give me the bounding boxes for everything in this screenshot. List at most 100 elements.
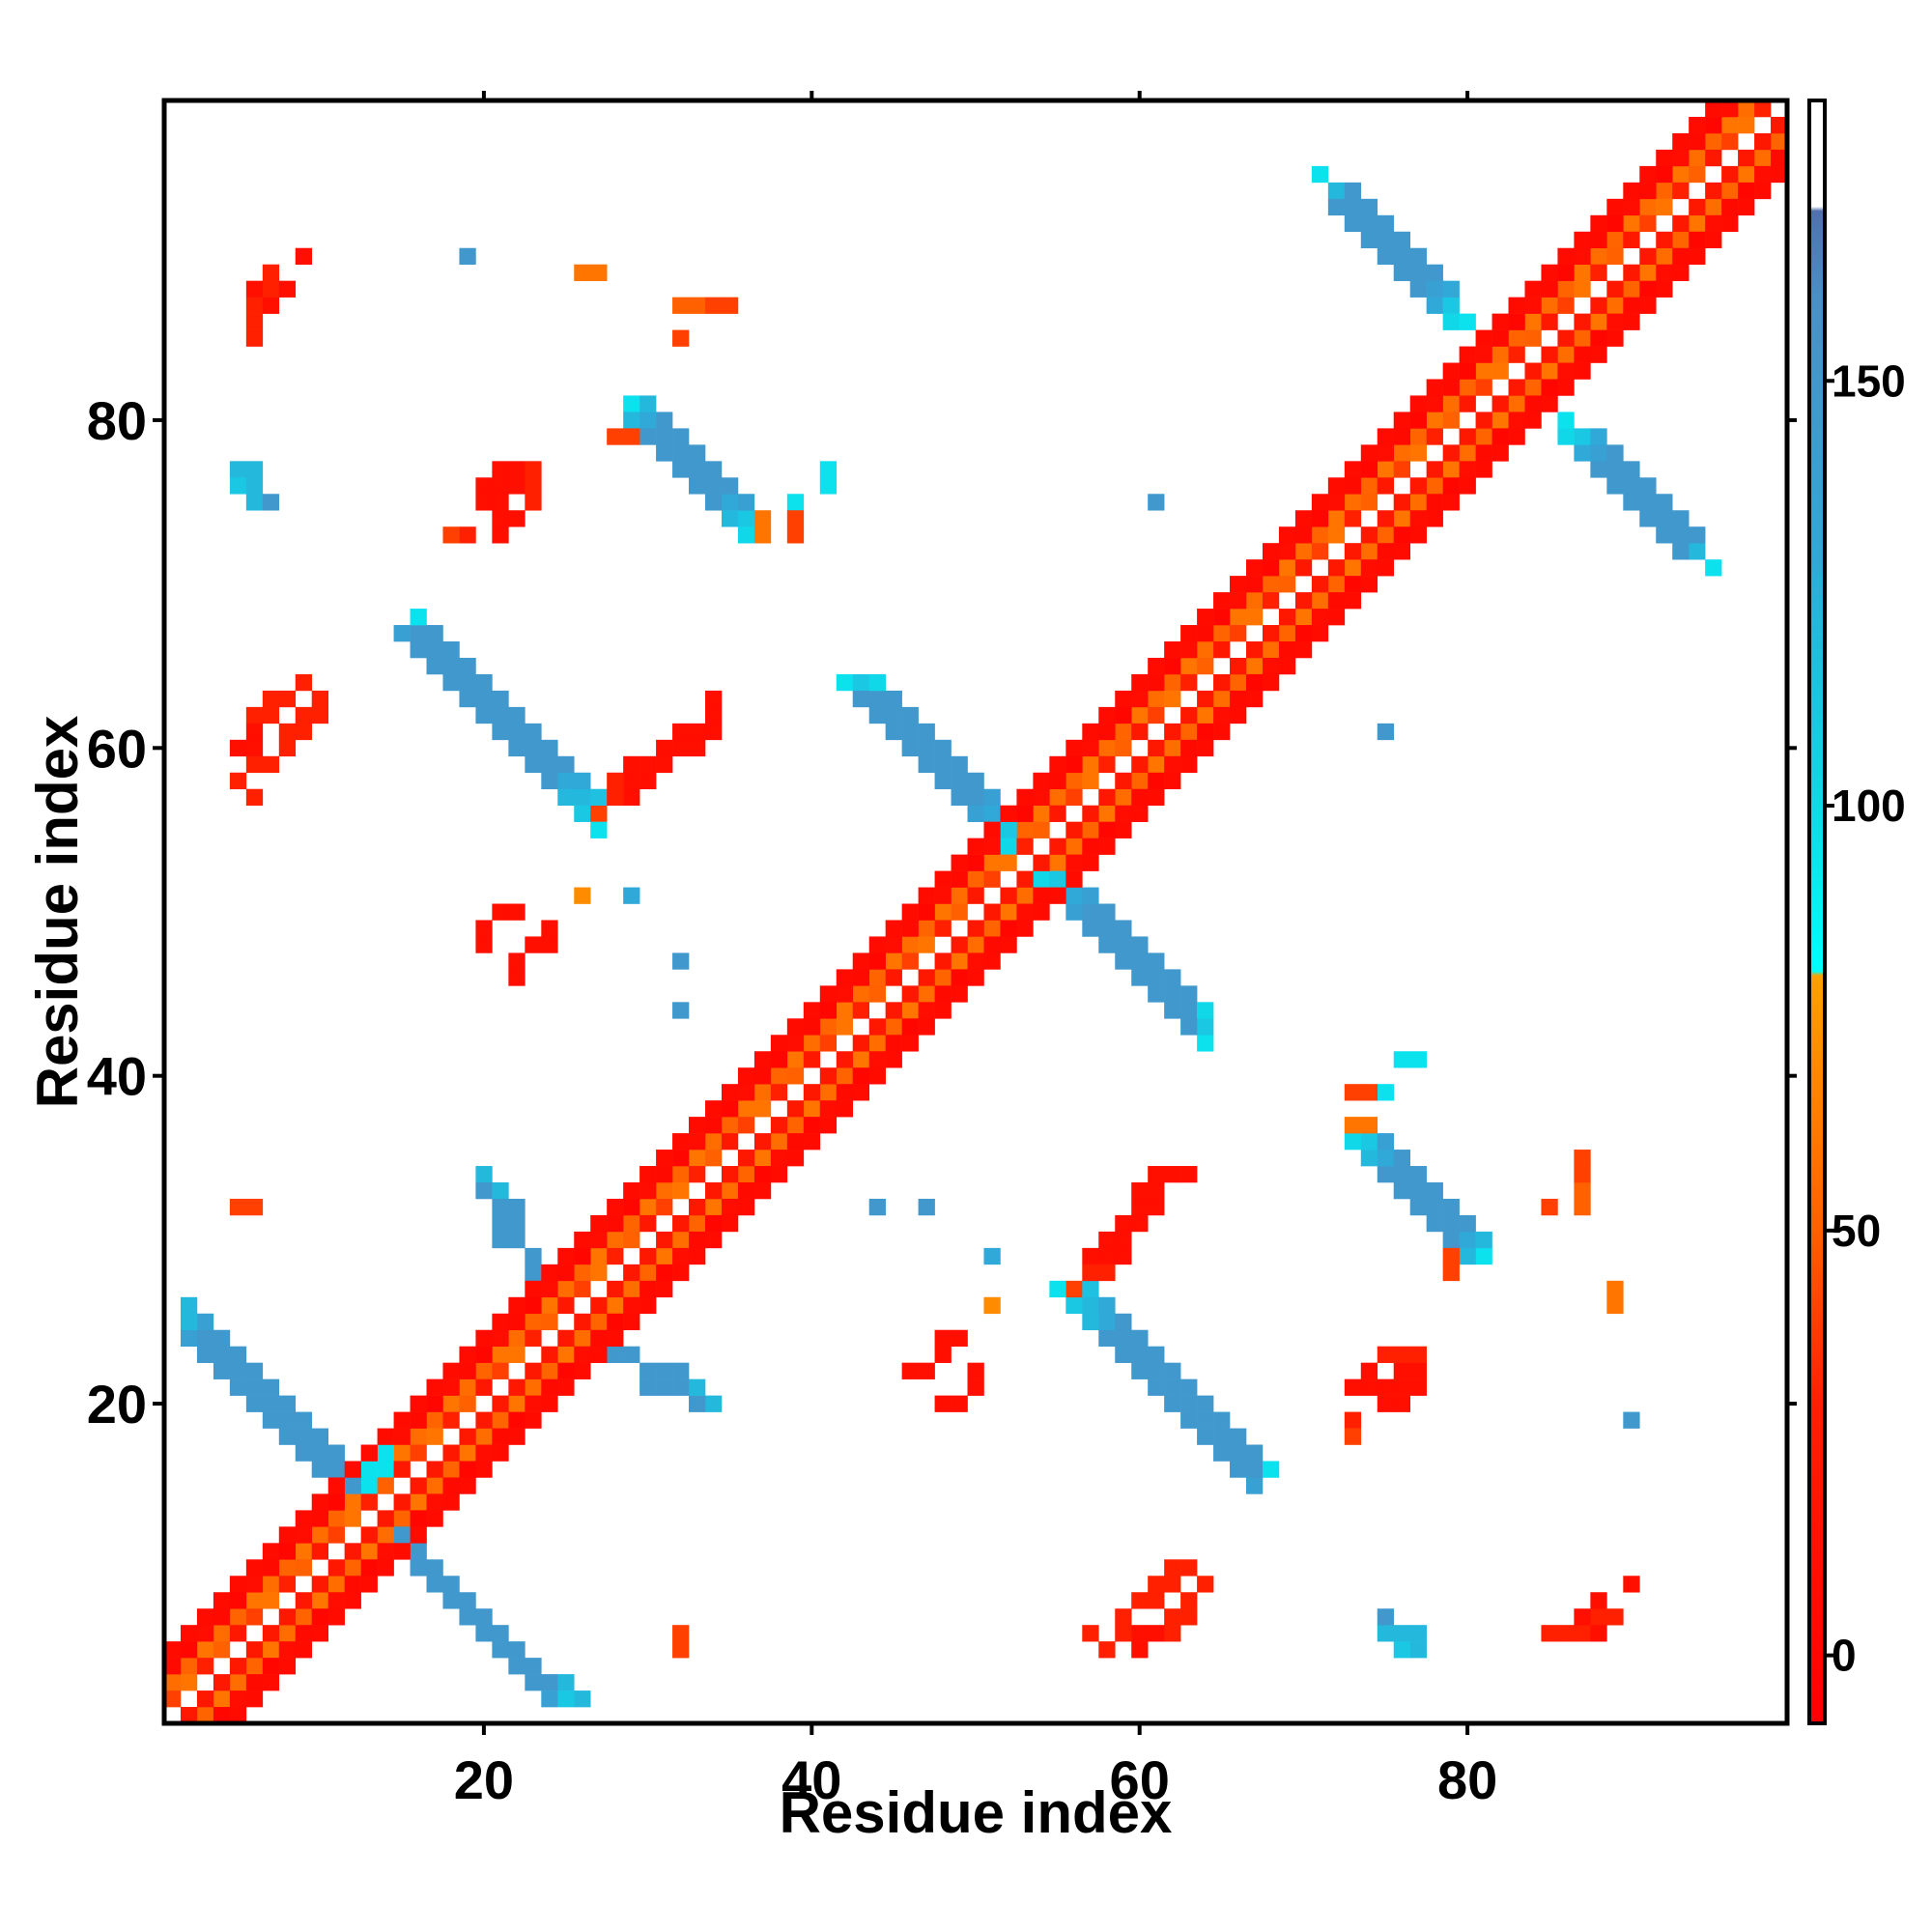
heatmap-cell xyxy=(737,1198,755,1216)
colorbar-tick-label: 100 xyxy=(1832,781,1906,831)
heatmap-cell xyxy=(1409,428,1427,445)
heatmap-cell xyxy=(1180,985,1198,1003)
heatmap-cell xyxy=(1311,609,1329,626)
heatmap-cell xyxy=(705,1117,723,1134)
heatmap-cell xyxy=(1393,1641,1410,1659)
heatmap-cell xyxy=(1475,329,1492,347)
heatmap-cell xyxy=(656,1166,673,1183)
heatmap-cell xyxy=(1230,690,1247,708)
heatmap-cell xyxy=(1475,461,1492,478)
heatmap-cell xyxy=(1672,526,1690,544)
heatmap-cell xyxy=(1164,755,1181,774)
heatmap-cell xyxy=(934,755,952,774)
heatmap-cell xyxy=(951,952,968,970)
heatmap-cell xyxy=(1344,1428,1362,1445)
heatmap-cell xyxy=(1294,641,1313,659)
heatmap-cell xyxy=(1327,182,1346,200)
heatmap-cell xyxy=(295,1641,313,1659)
heatmap-cell xyxy=(410,1411,427,1429)
heatmap-cell xyxy=(377,1477,394,1494)
heatmap-cell xyxy=(1360,1084,1378,1101)
heatmap-cell xyxy=(951,969,968,986)
heatmap-cell xyxy=(967,920,984,937)
heatmap-cell xyxy=(868,1018,886,1036)
heatmap-cell xyxy=(344,1477,361,1494)
heatmap-cell xyxy=(689,1378,706,1396)
heatmap-cell xyxy=(1574,231,1591,249)
heatmap-cell xyxy=(377,1444,394,1462)
heatmap-cell xyxy=(770,1117,788,1134)
heatmap-cell xyxy=(967,788,984,806)
heatmap-cell xyxy=(311,1510,328,1527)
heatmap-cell xyxy=(1246,559,1264,577)
heatmap-cell xyxy=(901,952,919,970)
heatmap-cell xyxy=(525,1329,542,1347)
heatmap-cell xyxy=(1033,805,1050,822)
heatmap-cell xyxy=(1705,116,1722,134)
heatmap-cell xyxy=(574,805,591,822)
heatmap-cell xyxy=(426,1395,443,1412)
heatmap-cell xyxy=(1278,559,1296,577)
heatmap-cell xyxy=(1360,1133,1378,1151)
heatmap-cell xyxy=(1738,100,1755,118)
heatmap-cell xyxy=(475,1166,493,1183)
heatmap-cell xyxy=(1475,379,1492,396)
heatmap-cell xyxy=(1524,280,1542,298)
heatmap-cell xyxy=(525,1280,542,1298)
heatmap-cell xyxy=(934,952,952,970)
heatmap-cell xyxy=(1311,510,1329,527)
heatmap-cell xyxy=(607,1329,624,1347)
heatmap-cell xyxy=(360,1444,378,1462)
heatmap-cell xyxy=(1442,362,1460,380)
heatmap-cell xyxy=(819,477,838,495)
heatmap-cell xyxy=(393,1526,411,1544)
heatmap-cell xyxy=(245,1641,264,1659)
heatmap-cell xyxy=(410,609,427,626)
heatmap-cell xyxy=(1344,198,1362,216)
heatmap-cell xyxy=(475,1411,493,1429)
heatmap-cell xyxy=(1098,755,1116,774)
heatmap-cell xyxy=(1016,821,1034,838)
heatmap-cell xyxy=(1294,592,1313,610)
heatmap-cell xyxy=(1213,1411,1231,1429)
heatmap-cell xyxy=(918,1002,935,1019)
heatmap-cell xyxy=(1754,132,1772,151)
heatmap-cell xyxy=(1689,247,1706,265)
heatmap-cell xyxy=(590,1296,608,1315)
heatmap-cell xyxy=(1442,1247,1460,1265)
heatmap-cell xyxy=(164,1674,182,1691)
heatmap-cell xyxy=(1426,379,1443,396)
heatmap-cell xyxy=(1148,494,1165,511)
heatmap-cell xyxy=(1656,280,1673,298)
heatmap-cell xyxy=(1197,1576,1214,1593)
heatmap-cell xyxy=(1377,214,1395,233)
heatmap-cell xyxy=(1098,1264,1116,1282)
heatmap-cell xyxy=(1115,1608,1132,1626)
heatmap-cell xyxy=(574,1264,591,1282)
heatmap-cell xyxy=(180,1296,198,1315)
heatmap-cell xyxy=(868,952,886,970)
heatmap-cell xyxy=(705,1133,723,1151)
heatmap-cell xyxy=(1230,657,1247,675)
heatmap-cell xyxy=(836,985,854,1003)
heatmap-cell xyxy=(934,870,952,888)
heatmap-cell xyxy=(885,936,902,953)
heatmap-cell xyxy=(1557,1625,1575,1642)
heatmap-cell xyxy=(557,1674,575,1691)
heatmap-cell xyxy=(590,788,608,806)
heatmap-cell xyxy=(1082,739,1099,757)
heatmap-cell xyxy=(1672,264,1690,281)
heatmap-cell xyxy=(360,1576,378,1593)
heatmap-cell xyxy=(1213,690,1231,708)
heatmap-cell xyxy=(1115,1346,1132,1363)
heatmap-cell xyxy=(1180,1411,1198,1429)
heatmap-cell xyxy=(885,952,902,970)
heatmap-cell xyxy=(508,952,526,970)
heatmap-cell xyxy=(377,1510,394,1527)
heatmap-cell xyxy=(1082,1313,1099,1331)
heatmap-cell xyxy=(492,1362,509,1379)
heatmap-cell xyxy=(852,1084,869,1101)
heatmap-cell xyxy=(786,1035,805,1052)
heatmap-cell xyxy=(1278,657,1296,675)
colorbar: 0 50 100 150 xyxy=(1807,99,1906,1725)
